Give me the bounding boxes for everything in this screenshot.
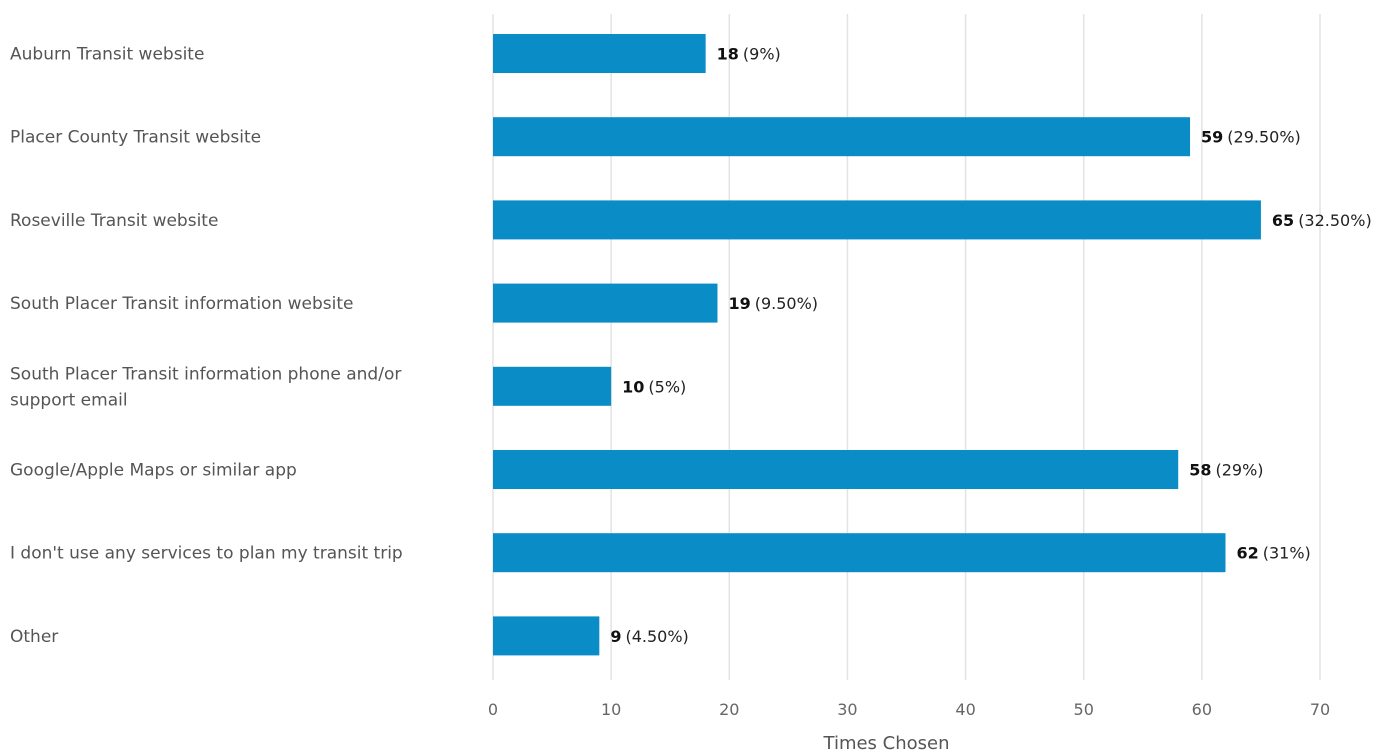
gridlines (492, 14, 1321, 680)
value-percent: (4.50%) (625, 627, 688, 646)
x-tick-label: 10 (601, 700, 621, 719)
value-percent: (9.50%) (755, 294, 818, 313)
category-label: South Placer Transit information website (10, 294, 354, 314)
x-tick-label: 50 (1074, 700, 1094, 719)
value-count: 65 (1272, 211, 1294, 230)
bar (493, 366, 612, 406)
category-labels: Auburn Transit website Placer County Tran… (10, 45, 403, 647)
value-count: 18 (717, 45, 739, 64)
category-label: Google/Apple Maps or similar app (10, 461, 297, 481)
value-label: 18 (9%) (717, 45, 781, 64)
x-tick-label: 40 (955, 700, 975, 719)
value-count: 59 (1201, 128, 1223, 147)
value-label: 65 (32.50%) (1272, 211, 1372, 230)
x-tick-label: 70 (1310, 700, 1330, 719)
value-label: 59 (29.50%) (1201, 128, 1301, 147)
category-label: Other (10, 627, 58, 647)
value-label: 19 (9.50%) (728, 294, 818, 313)
value-percent: (32.50%) (1298, 211, 1372, 230)
bar (493, 117, 1191, 157)
category-label: Auburn Transit website (10, 45, 204, 65)
value-label: 9 (4.50%) (610, 627, 688, 646)
value-label: 10 (5%) (622, 377, 686, 396)
value-count: 19 (728, 294, 750, 313)
value-labels: 18 (9%) 59 (29.50%) 65 (32.50%) 19 (9.50%) 10 (5%… (610, 45, 1371, 646)
value-count: 58 (1189, 461, 1211, 480)
value-percent: (29.50%) (1227, 128, 1301, 147)
bar (493, 450, 1179, 489)
value-count: 9 (610, 627, 621, 646)
x-tick-label: 60 (1192, 700, 1212, 719)
category-label: Roseville Transit website (10, 211, 218, 231)
bar (493, 533, 1226, 573)
value-count: 62 (1236, 544, 1258, 563)
value-percent: (29%) (1215, 461, 1263, 480)
bar (493, 34, 706, 73)
bar (493, 200, 1261, 240)
x-axis-title: Times Chosen (823, 733, 950, 754)
value-count: 10 (622, 377, 644, 396)
category-label: Placer County Transit website (10, 128, 261, 148)
value-percent: (31%) (1263, 544, 1311, 563)
bar (493, 283, 718, 323)
x-axis-ticks: 0 10 20 30 40 50 60 70 (488, 700, 1330, 719)
x-tick-label: 0 (488, 700, 498, 719)
bars (493, 34, 1261, 656)
value-percent: (9%) (743, 45, 781, 64)
value-label: 58 (29%) (1189, 461, 1263, 480)
value-percent: (5%) (648, 377, 686, 396)
x-tick-label: 20 (719, 700, 739, 719)
category-label: I don't use any services to plan my tran… (10, 544, 403, 564)
bar (493, 616, 600, 656)
x-tick-label: 30 (837, 700, 857, 719)
category-label: South Placer Transit information phone a… (10, 364, 401, 410)
value-label: 62 (31%) (1236, 544, 1310, 563)
